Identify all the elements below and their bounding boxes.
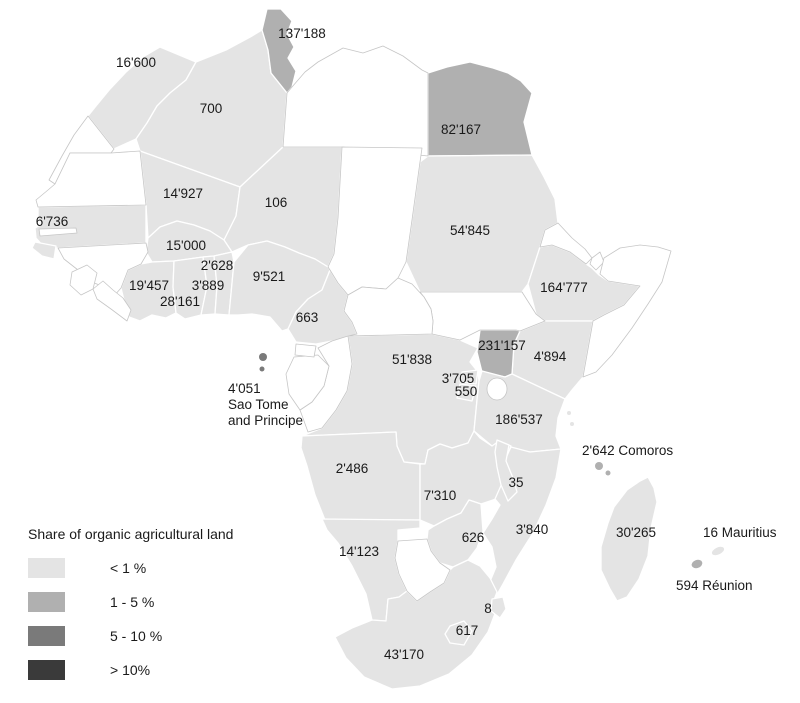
legend-item-5-10: 5 - 10 % [28, 626, 268, 646]
value-label-algeria: 700 [200, 101, 223, 116]
country-botswana [394, 538, 451, 602]
lake-victoria [486, 377, 508, 401]
value-label-namibia: 14'123 [339, 544, 379, 559]
map-legend: Share of organic agricultural land < 1 %… [28, 526, 268, 694]
value-label-mozambique: 3'840 [516, 522, 549, 537]
country-lesotho [444, 620, 473, 646]
annotation-comoros-line-0: 2'642 Comoros [582, 443, 673, 458]
country-malawi [494, 439, 518, 502]
country-tunisia [261, 8, 297, 94]
country-liberia [92, 280, 132, 322]
value-label-burkina-faso: 15'000 [166, 238, 206, 253]
value-label-swaziland: 8 [484, 601, 492, 616]
country-madagascar [600, 476, 658, 602]
island-sao-tome [259, 353, 267, 361]
value-label-nigeria: 9'521 [253, 269, 286, 284]
legend-swatch-5-10 [28, 626, 65, 646]
value-label-cote-divoire: 19'457 [129, 278, 169, 293]
country-eritrea [539, 222, 593, 265]
value-label-tanzania: 186'537 [495, 412, 543, 427]
annotation-sao-tome-principe-line-1: Sao Tome [228, 397, 289, 412]
country-sierra-leone [69, 264, 98, 296]
value-label-sudan: 54'845 [450, 223, 490, 238]
country-equatorial-guinea [294, 343, 317, 358]
value-label-kenya: 4'894 [534, 349, 567, 364]
annotation-reunion-line-0: 594 Réunion [676, 578, 753, 593]
value-label-niger: 106 [265, 195, 288, 210]
country-djibouti [589, 251, 605, 271]
value-label-egypt: 82'167 [441, 122, 481, 137]
country-libya [282, 45, 429, 157]
country-somalia [582, 244, 672, 378]
value-label-togo: 3'889 [192, 278, 225, 293]
value-label-zambia: 7'310 [424, 488, 457, 503]
value-label-morocco: 16'600 [116, 55, 156, 70]
annotation-sao-tome-principe-line-0: 4'051 [228, 381, 261, 396]
value-label-lesotho: 617 [456, 623, 479, 638]
legend-label-gt10: > 10% [110, 662, 151, 678]
island-pemba [570, 422, 574, 426]
legend-swatch-lt1 [28, 558, 65, 578]
island-zanzibar [567, 411, 571, 415]
country-rwanda [459, 369, 479, 385]
island-comoros-1 [595, 462, 603, 470]
country-gabon [285, 354, 330, 411]
country-egypt [427, 61, 533, 157]
legend-swatch-gt10 [28, 660, 65, 680]
legend-label-1-5: 1 - 5 % [110, 594, 155, 610]
country-guinea [57, 242, 149, 297]
legend-item-lt1: < 1 % [28, 558, 268, 578]
value-label-burundi: 550 [455, 384, 478, 399]
value-label-malawi: 35 [508, 475, 523, 490]
map-value-labels: 137'188 16'600 700 82'167 14'927 106 6'736 54'8… [36, 26, 777, 662]
value-label-zimbabwe: 626 [462, 530, 485, 545]
island-comoros-2 [605, 470, 611, 476]
value-label-ethiopia: 164'777 [540, 280, 588, 295]
value-label-ghana: 28'161 [160, 294, 200, 309]
country-mauritania [35, 150, 147, 208]
value-label-benin: 2'628 [201, 258, 234, 273]
value-label-dr-congo: 51'838 [392, 352, 432, 367]
country-central-african-republic [343, 277, 434, 337]
value-label-uganda: 231'157 [478, 338, 526, 353]
value-label-senegal: 6'736 [36, 214, 69, 229]
value-label-cameroon: 663 [296, 310, 319, 325]
country-gambia [38, 227, 78, 237]
legend-label-lt1: < 1 % [110, 560, 147, 576]
legend-title: Share of organic agricultural land [28, 526, 234, 542]
island-mauritius [711, 546, 725, 556]
value-label-angola: 2'486 [336, 461, 369, 476]
country-chad [327, 146, 423, 296]
annotation-sao-tome-principe-line-2: and Principe [228, 413, 303, 428]
country-guinea-bissau [31, 241, 57, 260]
island-reunion [691, 559, 703, 569]
country-burundi [456, 383, 477, 402]
island-principe [259, 366, 265, 372]
value-label-madagascar: 30'265 [616, 525, 656, 540]
value-label-mali: 14'927 [163, 186, 203, 201]
value-label-south-africa: 43'170 [384, 647, 424, 662]
annotation-mauritius-line-0: 16 Mauritius [703, 525, 777, 540]
value-label-tunisia: 137'188 [278, 26, 326, 41]
country-swaziland [490, 596, 507, 619]
legend-swatch-1-5 [28, 592, 65, 612]
legend-label-5-10: 5 - 10 % [110, 628, 163, 644]
legend-item-1-5: 1 - 5 % [28, 592, 268, 612]
value-label-rwanda: 3'705 [442, 371, 475, 386]
legend-item-gt10: > 10% [28, 660, 268, 680]
